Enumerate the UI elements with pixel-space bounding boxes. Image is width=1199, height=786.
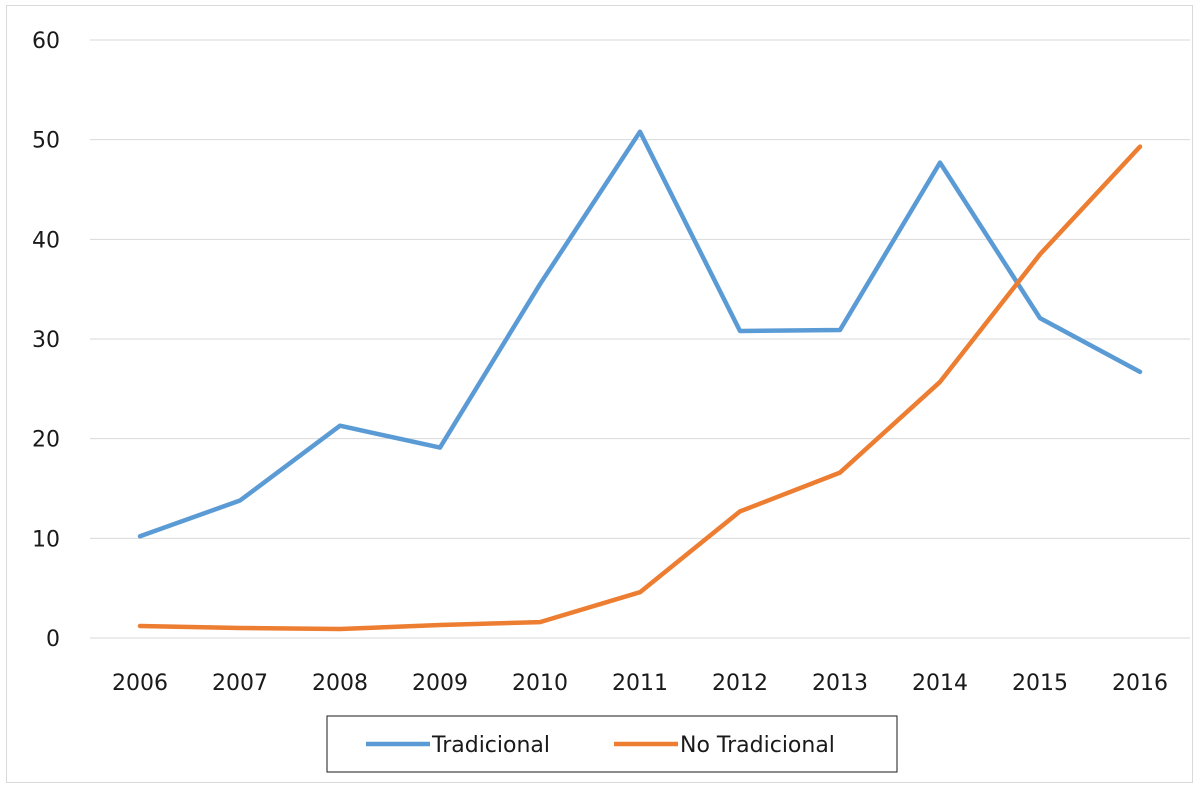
series-line-no-tradicional — [137, 144, 1143, 632]
y-tick-label: 50 — [32, 129, 60, 154]
x-tick-label: 2010 — [512, 671, 568, 696]
legend-label: No Tradicional — [680, 733, 835, 758]
x-axis-ticks: 2006 2007 2008 2009 2010 2011 2012 2013 2014 2015… — [112, 671, 1168, 696]
y-tick-label: 30 — [32, 328, 60, 353]
x-tick-label: 2015 — [1012, 671, 1068, 696]
y-tick-label: 60 — [32, 29, 60, 54]
y-tick-label: 0 — [46, 627, 60, 652]
chart-frame — [6, 5, 1193, 783]
gridlines — [90, 39, 1190, 539]
x-tick-label: 2013 — [812, 671, 868, 696]
series-line-tradicional — [137, 129, 1143, 539]
x-tick-label: 2009 — [412, 671, 468, 696]
x-tick-label: 2007 — [212, 671, 268, 696]
y-tick-label: 40 — [32, 228, 60, 253]
x-tick-label: 2011 — [612, 671, 668, 696]
x-tick-label: 2014 — [912, 671, 968, 696]
y-tick-label: 10 — [32, 527, 60, 552]
x-tick-label: 2012 — [712, 671, 768, 696]
y-tick-label: 20 — [32, 428, 60, 453]
x-tick-label: 2008 — [312, 671, 368, 696]
legend-label: Tradicional — [431, 733, 550, 758]
legend: Tradicional No Tradicional — [326, 715, 898, 773]
x-tick-label: 2006 — [112, 671, 168, 696]
x-tick-label: 2016 — [1112, 671, 1168, 696]
series-lines — [137, 129, 1143, 632]
legend-items: Tradicional No Tradicional — [366, 733, 835, 758]
y-axis-ticks: 0 10 20 30 40 50 60 — [32, 29, 60, 652]
